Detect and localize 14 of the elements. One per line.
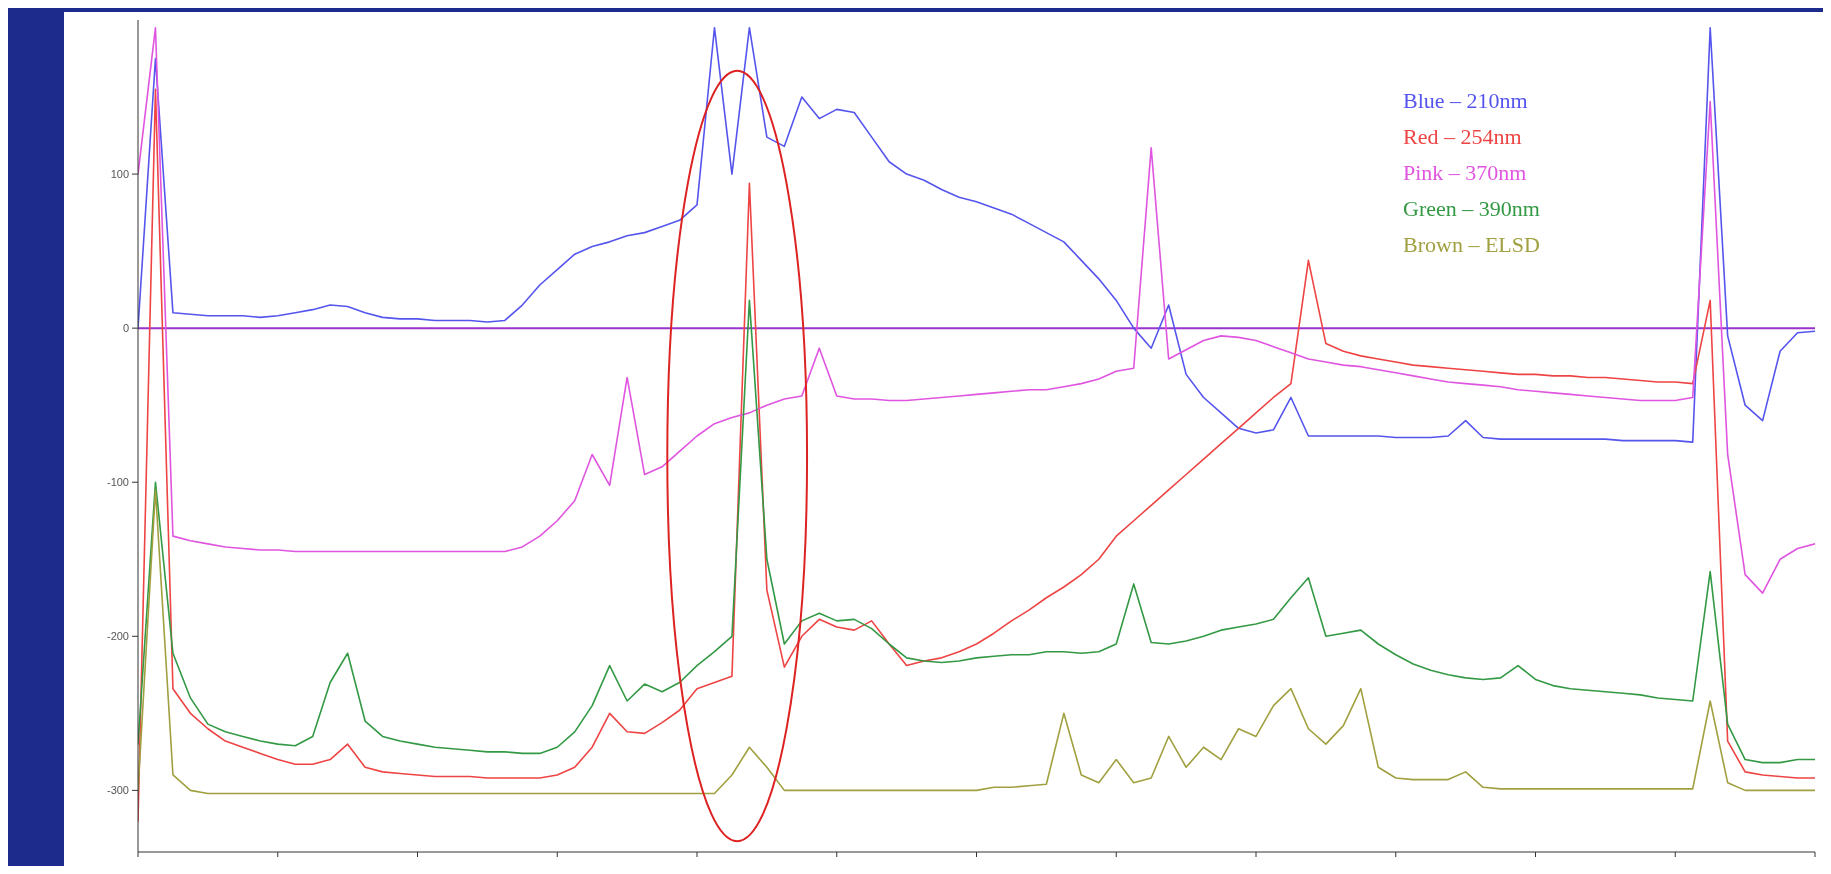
line-series [138, 299, 1815, 764]
text: Pink – 370nm [1403, 160, 1527, 185]
y-tick-label: -100 [106, 476, 129, 489]
line-series [138, 489, 1815, 795]
line-series [138, 26, 1815, 443]
y-tick-label: 0 [122, 322, 129, 334]
text: Red – 254nm [1403, 124, 1522, 149]
y-tick-label: -300 [106, 784, 129, 797]
text: Brown – ELSD [1403, 232, 1540, 257]
y-tick-label: -200 [106, 630, 129, 643]
text: Blue – 210nm [1403, 88, 1528, 113]
text: Green – 390nm [1403, 196, 1540, 221]
line-series [138, 26, 1815, 594]
y-tick-label: 100 [110, 167, 129, 180]
